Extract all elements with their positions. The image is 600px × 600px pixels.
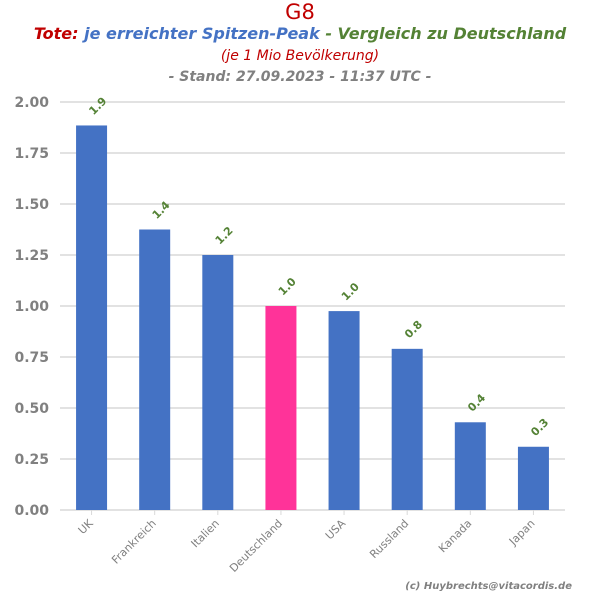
subtitle-vergleich: - Vergleich zu Deutschland <box>325 24 567 43</box>
y-tick-label: 0.00 <box>14 503 49 519</box>
bar <box>76 125 108 511</box>
x-tick-label: Russland <box>367 517 411 561</box>
subtitle-tote: Tote: <box>33 24 79 43</box>
chart-subtitle: Tote: je erreichter Spitzen-Peak - Vergl… <box>0 23 600 45</box>
data-label: 1.9 <box>86 95 109 118</box>
chart-title-block: G8 Tote: je erreichter Spitzen-Peak - Ve… <box>0 0 600 87</box>
y-tick-label: 0.25 <box>14 452 49 468</box>
data-label: 1.4 <box>150 198 173 221</box>
x-tick-label: USA <box>323 517 349 543</box>
bar <box>328 311 360 510</box>
data-label: 1.0 <box>276 275 299 298</box>
bar <box>391 348 423 510</box>
chart-title: G8 <box>285 0 315 24</box>
y-tick-label: 2.00 <box>14 95 49 111</box>
x-tick-label: Deutschland <box>227 517 285 575</box>
x-tick-label: Kanada <box>436 517 474 555</box>
bar <box>517 446 549 510</box>
y-tick-label: 1.00 <box>14 299 49 315</box>
x-tick-label: Italien <box>189 517 222 550</box>
data-label: 0.3 <box>528 416 551 439</box>
copyright-credit: (c) Huybrechts@vitacordis.de <box>405 581 572 592</box>
data-label: 0.8 <box>402 318 425 341</box>
y-tick-label: 0.75 <box>14 350 49 366</box>
y-tick-label: 0.50 <box>14 401 49 417</box>
bar <box>265 306 297 510</box>
y-tick-label: 1.50 <box>14 197 49 213</box>
chart-timestamp: - Stand: 27.09.2023 - 11:37 UTC - <box>168 69 432 85</box>
y-tick-label: 1.25 <box>14 248 49 264</box>
x-tick-label: Frankreich <box>109 517 159 567</box>
bar <box>202 255 234 510</box>
data-label: 1.2 <box>213 224 236 247</box>
bar <box>139 229 171 510</box>
x-tick-label: Japan <box>506 517 538 549</box>
chart-unit-note: (je 1 Mio Bevölkerung) <box>220 48 380 64</box>
bar <box>454 422 486 510</box>
data-label: 1.0 <box>339 280 362 303</box>
y-tick-label: 1.75 <box>14 146 49 162</box>
x-tick-label: UK <box>76 516 97 537</box>
subtitle-peak: je erreichter Spitzen-Peak <box>84 24 320 43</box>
data-label: 0.4 <box>465 391 488 414</box>
